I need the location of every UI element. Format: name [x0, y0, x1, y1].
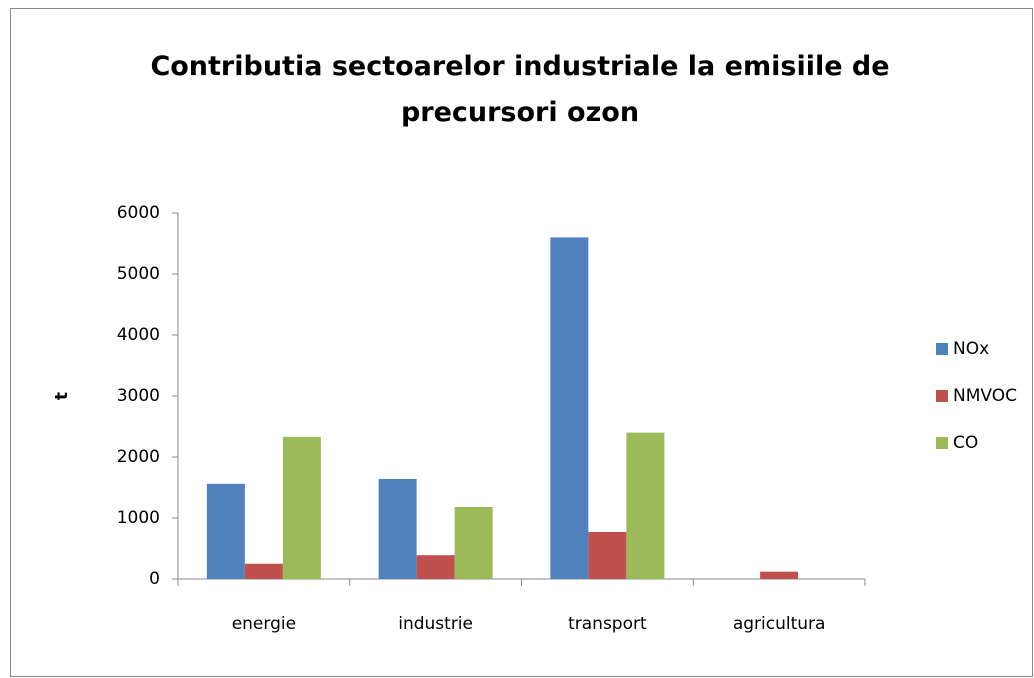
y-tick-label: 4000: [117, 325, 160, 345]
chart-title: Contributia sectoarelor industriale la e…: [150, 51, 890, 128]
legend-label: NMVOC: [953, 386, 1017, 406]
bar: [416, 555, 455, 579]
x-tick-label: energie: [232, 614, 296, 634]
x-tick-label: agricultura: [733, 614, 826, 634]
bar: [626, 432, 665, 579]
y-tick-label: 1000: [117, 508, 160, 528]
y-tick-label: 6000: [117, 203, 160, 223]
y-tick-label: 2000: [117, 447, 160, 467]
bar: [588, 532, 627, 579]
bar: [206, 483, 245, 579]
legend-swatch: [936, 390, 948, 402]
chart-border: [10, 8, 1033, 677]
y-tick-label: 3000: [117, 386, 160, 406]
bar: [454, 507, 493, 579]
legend-swatch: [936, 343, 948, 355]
y-axis-title: t: [52, 392, 72, 400]
legend-label: NOx: [953, 339, 989, 359]
y-tick-label: 5000: [117, 264, 160, 284]
legend-swatch: [936, 437, 948, 449]
bar: [282, 436, 321, 579]
x-tick-label: transport: [568, 614, 647, 634]
legend-label: CO: [953, 433, 978, 453]
bar: [550, 237, 589, 579]
y-tick-label: 0: [149, 569, 160, 589]
x-tick-label: industrie: [398, 614, 473, 634]
bar: [244, 563, 283, 579]
bar: [760, 571, 799, 579]
bar: [378, 478, 417, 579]
